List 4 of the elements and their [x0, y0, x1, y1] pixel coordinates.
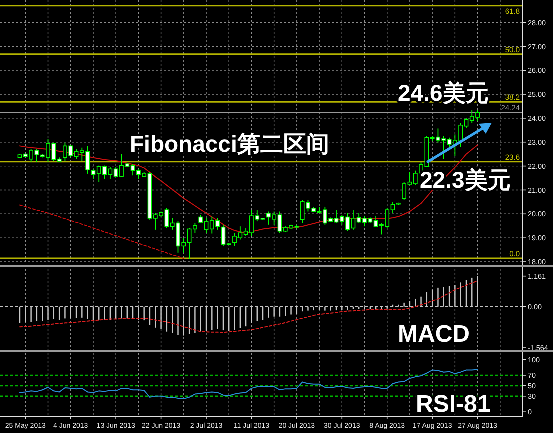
annotation: MACD: [398, 321, 470, 348]
annotation: RSI-81: [416, 391, 491, 418]
annotation: 24.6美元: [398, 80, 489, 106]
annotation: Fibonacci第二区间: [130, 131, 330, 157]
